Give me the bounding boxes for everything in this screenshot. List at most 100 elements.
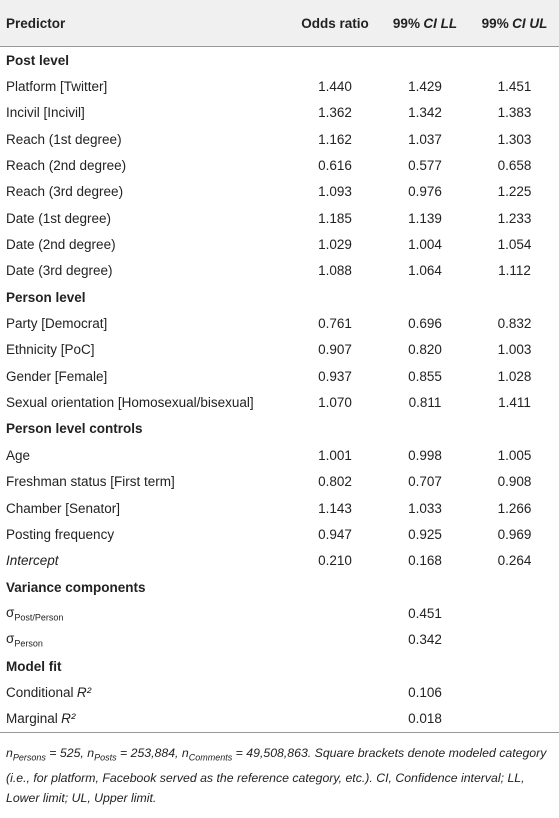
value-cell [290, 600, 380, 626]
cell-text: 99% [481, 15, 509, 31]
value-cell: 0.969 [470, 521, 559, 547]
row-label: Date (2nd degree) [0, 231, 290, 257]
value: 0.998 [408, 447, 442, 463]
section-row: Person level [0, 284, 559, 310]
data-row: σPost/Person 0.451 [0, 600, 559, 626]
row-label: Freshman status [First term] [0, 469, 290, 495]
row-label: Date (1st degree) [0, 205, 290, 231]
value-cell: 1.162 [290, 126, 380, 152]
value: 0.802 [318, 474, 352, 490]
value-cell: 0.106 [380, 679, 470, 705]
cell-text: Chamber [Senator] [6, 500, 121, 516]
value: 0.342 [408, 632, 442, 648]
row-label: Marginal R² [0, 705, 290, 733]
results-table: Predictor Odds ratio 99% CI LL 99% CI UL Post… [0, 0, 559, 733]
value-cell: 0.451 [380, 600, 470, 626]
value: 1.029 [318, 237, 352, 253]
value: 0.976 [408, 184, 442, 200]
value: 0.855 [408, 368, 442, 384]
value-cell: 0.907 [290, 337, 380, 363]
value-cell: 1.004 [380, 231, 470, 257]
section-label: Post level [6, 52, 70, 68]
cell-text: Conditional [6, 684, 74, 700]
value-cell [290, 705, 380, 733]
data-row: Marginal R² 0.018 [0, 705, 559, 733]
value: 1.440 [318, 79, 352, 95]
value-cell: 0.802 [290, 469, 380, 495]
value: 0.451 [408, 605, 442, 621]
data-row: Sexual orientation [Homosexual/bisexual]… [0, 389, 559, 415]
value: 0.811 [408, 395, 442, 411]
cell-subscript: Person [14, 638, 43, 649]
value: 1.070 [318, 395, 352, 411]
section-label: Variance components [6, 579, 146, 595]
value-cell: 1.383 [470, 100, 559, 126]
section-row: Person level controls [0, 416, 559, 442]
value-cell [470, 705, 559, 733]
cell-italic: Intercept [6, 553, 59, 569]
value-cell: 1.028 [470, 363, 559, 389]
table-body: Post level Platform [Twitter] 1.440 1.429 1.… [0, 47, 559, 733]
value: 1.054 [497, 237, 532, 253]
value: 0.761 [318, 316, 352, 332]
row-label: Posting frequency [0, 521, 290, 547]
cell-text: Date (1st degree) [6, 210, 112, 226]
value-cell: 0.811 [380, 389, 470, 415]
value-cell: 1.362 [290, 100, 380, 126]
cell-subscript: Post/Person [14, 612, 64, 623]
value-cell: 0.908 [470, 469, 559, 495]
value-cell: 1.143 [290, 495, 380, 521]
footnote: nPersons = 525, nPosts = 253,884, nComme… [0, 733, 559, 809]
value-cell: 0.855 [380, 363, 470, 389]
value: 1.303 [497, 131, 532, 147]
value-cell: 0.658 [470, 152, 559, 178]
value-cell: 1.064 [380, 258, 470, 284]
value-cell: 1.451 [470, 73, 559, 99]
value: 1.037 [408, 131, 442, 147]
note-text: = 49,508,863. Square brackets denote mod… [6, 745, 547, 806]
value: 1.004 [408, 237, 442, 253]
value-cell: 0.761 [290, 310, 380, 336]
value: 1.451 [497, 79, 532, 95]
value-cell: 1.185 [290, 205, 380, 231]
cell-italic: CI UL [512, 15, 548, 31]
value-cell: 1.233 [470, 205, 559, 231]
data-row: Chamber [Senator] 1.143 1.033 1.266 [0, 495, 559, 521]
cell-text: Reach (3rd degree) [6, 184, 124, 200]
value: 1.162 [318, 131, 352, 147]
value: 1.233 [497, 210, 532, 226]
value-cell: 1.440 [290, 73, 380, 99]
cell-text: Gender [Female] [6, 368, 108, 384]
value-cell: 0.937 [290, 363, 380, 389]
value: 1.033 [408, 500, 442, 516]
data-row: Conditional R² 0.106 [0, 679, 559, 705]
value: 1.028 [497, 368, 532, 384]
value: 0.907 [318, 342, 352, 358]
value: 1.342 [408, 105, 442, 121]
cell-text: Sexual orientation [Homosexual/bisexual] [6, 395, 254, 411]
value: 0.947 [318, 526, 352, 542]
value-cell: 0.696 [380, 310, 470, 336]
data-row: Reach (1st degree) 1.162 1.037 1.303 [0, 126, 559, 152]
value-cell: 0.342 [380, 627, 470, 653]
data-row: Ethnicity [PoC] 0.907 0.820 1.003 [0, 337, 559, 363]
row-label: Gender [Female] [0, 363, 290, 389]
value: 0.832 [497, 316, 532, 332]
section-label: Model fit [6, 658, 62, 674]
note-subscript: Persons [12, 752, 46, 763]
value: 0.106 [408, 684, 442, 700]
cell-text: Reach (1st degree) [6, 131, 122, 147]
data-row: Freshman status [First term] 0.802 0.707 0.… [0, 469, 559, 495]
header-cell: Predictor [0, 0, 290, 47]
cell-text: Freshman status [First term] [6, 474, 175, 490]
data-row: Date (2nd degree) 1.029 1.004 1.054 [0, 231, 559, 257]
data-row: Reach (2nd degree) 0.616 0.577 0.658 [0, 152, 559, 178]
value: 0.658 [497, 158, 532, 174]
row-label: Sexual orientation [Homosexual/bisexual] [0, 389, 290, 415]
value: 1.088 [318, 263, 352, 279]
value-cell: 1.266 [470, 495, 559, 521]
data-row: σPerson 0.342 [0, 627, 559, 653]
row-label: Date (3rd degree) [0, 258, 290, 284]
note-subscript: Comments [188, 752, 233, 763]
value: 1.266 [497, 500, 532, 516]
